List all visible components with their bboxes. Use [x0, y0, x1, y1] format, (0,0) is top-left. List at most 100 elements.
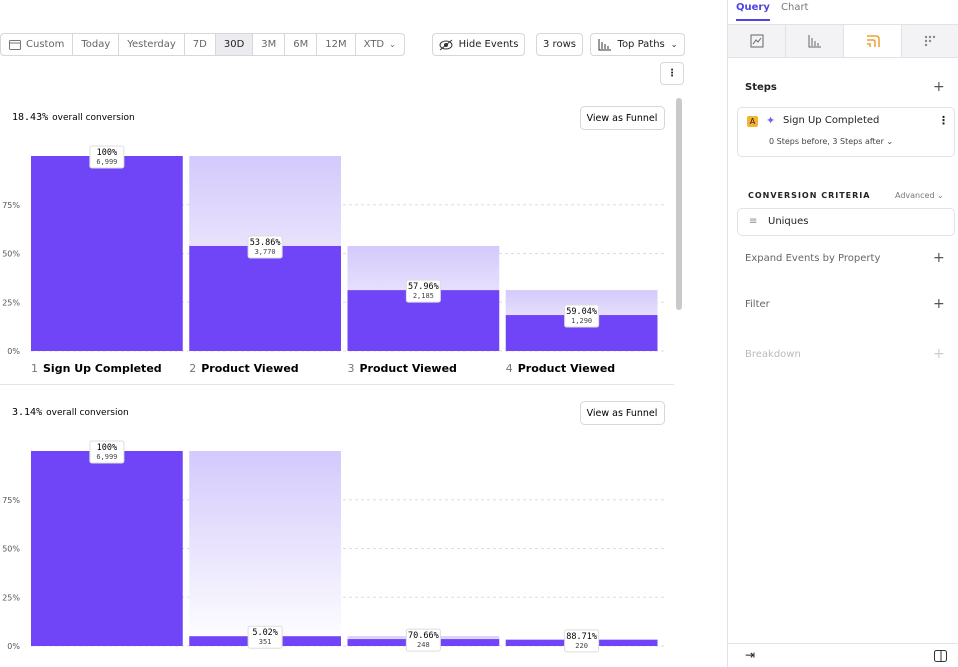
layout-button[interactable]	[934, 650, 947, 662]
view-funnel-button[interactable]	[580, 106, 665, 130]
icon	[924, 35, 935, 47]
date-range-option[interactable]: 6M	[285, 34, 318, 55]
date-range-label: Yesterday	[127, 39, 176, 50]
step-count: 248	[417, 641, 430, 649]
step-label: 3 Product Viewed	[348, 362, 457, 375]
funnel-chart: 18.43% overall conversion View as Funnel 0%…	[2, 106, 665, 375]
step-conversion: 5.02%	[252, 628, 278, 638]
hide-events-button[interactable]: Hide Events	[432, 33, 525, 56]
chevron: ⌄	[670, 40, 678, 49]
step-name: Product Viewed	[518, 362, 615, 375]
paths-button[interactable]: Top Paths ⌄	[590, 33, 685, 56]
step-conversion: 59.04%	[566, 307, 597, 317]
step-conversion: 57.96%	[408, 282, 439, 292]
tab[interactable]: Chart	[781, 2, 809, 13]
date-range-option[interactable]: Yesterday	[119, 34, 185, 55]
query-panel: Query Chart Steps + A ✦ Sign Up Complete…	[727, 0, 958, 667]
criteria-mode[interactable]: Advanced ⌄	[895, 191, 944, 200]
date-range-label: 12M	[325, 39, 347, 50]
date-range-selector[interactable]: Custom Today Yesterday 7D 30D 3M 6M 12M XTD ⌄	[0, 33, 405, 56]
insights-type[interactable]	[728, 25, 786, 57]
funnels-type[interactable]	[844, 25, 902, 57]
overall-conversion: 18.43% overall conversion	[12, 112, 135, 123]
add-filter[interactable]: +	[933, 296, 945, 312]
rows-label: 3 rows	[543, 39, 576, 50]
step-count: 3,770	[255, 248, 276, 256]
icon	[750, 34, 763, 48]
overall-label: overall conversion	[46, 408, 129, 418]
data-label-box	[247, 235, 283, 259]
rows-button[interactable]: 3 rows	[536, 33, 583, 56]
retention-type[interactable]	[902, 25, 958, 57]
icon	[866, 35, 880, 47]
add-expand[interactable]: +	[933, 250, 945, 266]
step-label: 1 Sign Up Completed	[31, 362, 162, 375]
date-range-option[interactable]: Custom	[1, 34, 74, 55]
add-step[interactable]: +	[933, 79, 945, 95]
step-conversion: 53.86%	[250, 238, 281, 248]
date-range-label: XTD	[363, 39, 385, 50]
step-number: 4	[506, 362, 513, 375]
date-range-label: 7D	[192, 39, 207, 50]
step-count: 351	[259, 638, 272, 646]
bars-type[interactable]	[786, 25, 844, 57]
y-tick-label: 75%	[2, 496, 20, 505]
section-title: CONVERSION CRITERIA	[748, 191, 871, 200]
list-icon: ≡	[749, 216, 758, 227]
y-tick-label: 0%	[7, 642, 20, 651]
chart-type-selector	[728, 24, 958, 58]
y-tick-label: 50%	[2, 250, 20, 259]
section-title: Breakdown	[745, 349, 801, 360]
overall-conversion: 3.14% overall conversion	[12, 407, 129, 418]
criteria-value: Uniques	[768, 216, 809, 227]
date-range-option[interactable]: 3M	[253, 34, 286, 55]
date-range-option[interactable]: XTD ⌄	[356, 34, 404, 55]
criteria-mode-label: Advanced	[895, 191, 935, 200]
step-count: 220	[575, 642, 588, 650]
overall-label: overall conversion	[52, 113, 135, 123]
y-tick-label: 0%	[7, 347, 20, 356]
tab[interactable]: Query	[736, 2, 770, 21]
step-conversion: 70.66%	[408, 631, 439, 641]
view-funnel-label: View as Funnel	[587, 113, 658, 124]
collapse-button[interactable]: ⇥	[745, 648, 756, 662]
date-range-option[interactable]: 12M	[317, 34, 356, 55]
data-label-box	[405, 279, 441, 303]
paths-label: Top Paths	[617, 39, 665, 50]
data-label-box	[564, 629, 600, 653]
step-menu[interactable]: ⋮	[938, 114, 949, 127]
step-name: Product Viewed	[201, 362, 298, 375]
eye-icon	[439, 39, 453, 50]
view-funnel-label: View as Funnel	[587, 408, 658, 419]
more-button[interactable]: ⋮	[660, 62, 684, 85]
date-range-option[interactable]: Today	[73, 34, 120, 55]
data-label-box	[89, 440, 125, 464]
view-funnel-button[interactable]	[580, 401, 665, 425]
data-label-box	[247, 625, 283, 649]
date-range-label: 30D	[223, 39, 245, 50]
step-card[interactable]: A ✦ Sign Up Completed ⋮ 0 Steps before, …	[737, 107, 955, 157]
step-number: 3	[348, 362, 355, 375]
data-label-box	[405, 628, 441, 652]
sparkle-icon: ✦	[766, 114, 776, 127]
step-conversion: 100%	[97, 148, 117, 158]
date-range-option[interactable]: 7D	[185, 34, 216, 55]
y-tick-label: 25%	[2, 593, 20, 602]
step-event: Sign Up Completed	[783, 115, 880, 126]
step-conversion: 100%	[97, 443, 117, 453]
date-range-label: 3M	[261, 39, 277, 50]
overall-value: 3.14%	[12, 407, 42, 418]
scrollbar	[676, 98, 682, 310]
criteria-card[interactable]: ≡ Uniques	[737, 208, 955, 236]
date-range-option[interactable]: 30D	[215, 34, 254, 55]
step-badge: A	[747, 116, 758, 127]
step-number: 2	[189, 362, 196, 375]
y-tick-label: 75%	[2, 201, 20, 210]
date-range-label: Custom	[26, 39, 65, 50]
date-range-label: Today	[81, 39, 111, 50]
icon	[808, 35, 821, 48]
add-breakdown[interactable]: +	[933, 346, 945, 362]
calendar-icon	[9, 40, 21, 50]
step-window[interactable]: 0 Steps before, 3 Steps after ⌄	[769, 137, 894, 146]
